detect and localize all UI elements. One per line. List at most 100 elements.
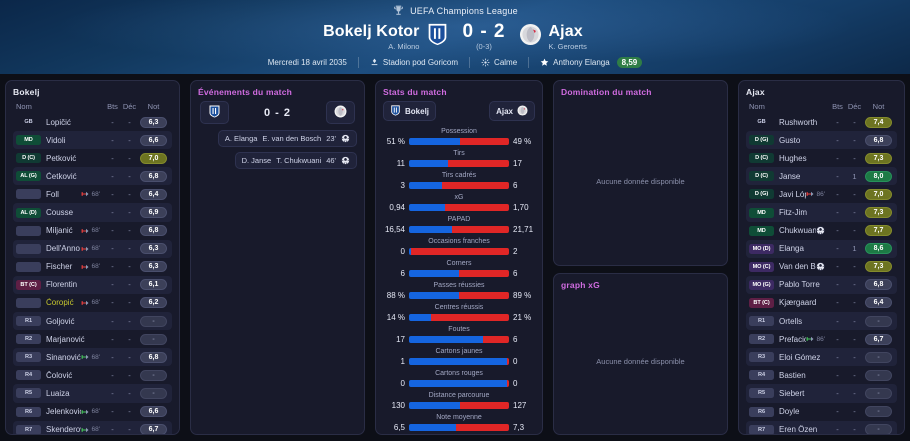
meta-divider	[357, 57, 359, 68]
sub-minute: 68'	[91, 227, 100, 235]
stat-label: Corners	[446, 260, 472, 267]
player-rating-cell: 6,2	[138, 297, 169, 309]
player-position-badge: R2	[749, 334, 774, 345]
stat-bars	[409, 182, 509, 189]
stats-home-label: Bokelj	[405, 106, 430, 116]
player-row[interactable]: Dell'Anno 68' - -6,3	[13, 239, 172, 258]
player-rating-badge: 6,7	[140, 424, 167, 434]
player-row[interactable]: Fischer 68' - -6,3	[13, 258, 172, 276]
player-position-badge: R5	[16, 388, 41, 399]
player-rating-cell: 8,0	[863, 170, 894, 182]
player-row[interactable]: Ćoropić 68' - -6,2	[13, 294, 172, 312]
player-name: Eloi Gómez	[779, 352, 821, 362]
player-row[interactable]: D (C) Janse - 1 8,0	[746, 167, 897, 186]
stat-away-value: 49 %	[513, 137, 532, 146]
player-row[interactable]: R2 Marjanović - - -	[13, 330, 172, 348]
player-assists: -	[853, 153, 856, 163]
player-goals: -	[111, 316, 114, 326]
player-row[interactable]: AL (D) Cousse - -6,9	[13, 203, 172, 222]
player-position-badge: R7	[16, 424, 41, 434]
sub-minute: 68'	[91, 408, 100, 416]
player-row[interactable]: R5 Siebert - - -	[746, 384, 897, 403]
player-row[interactable]: R4 Bastien - - -	[746, 366, 897, 384]
player-goals: -	[111, 388, 114, 398]
player-row[interactable]: R3 Eloi Gómez - - -	[746, 348, 897, 367]
player-name: Janse	[779, 171, 801, 181]
player-row[interactable]: MO (G) Pablo Torre - -6,8	[746, 275, 897, 294]
player-row[interactable]: Foll 68' - -6,4	[13, 185, 172, 203]
player-rating-cell: 8,6	[863, 243, 894, 255]
player-position-badge: D (C)	[749, 171, 774, 182]
player-row[interactable]: R6 Jelenković 68' - -6,6	[13, 403, 172, 421]
player-row[interactable]: D (G)Javi López86'--7,0	[746, 185, 897, 203]
stat-home-bar	[409, 424, 456, 431]
player-row[interactable]: R7Skenderović68'--6,7	[13, 420, 172, 434]
stat-row: Foutes 17 6	[383, 325, 535, 344]
match-stats-column: Stats du match Bokelj Ajax	[370, 74, 548, 441]
player-row[interactable]: D (C) Petković - -7,0	[13, 149, 172, 167]
player-row[interactable]: Miljanić 68' - -6,8	[13, 222, 172, 240]
player-row[interactable]: MO (C)Van den Bosch--7,3	[746, 258, 897, 276]
assist-icon	[816, 226, 825, 235]
player-row[interactable]: GB Lopičić - -6,3	[13, 113, 172, 131]
player-name: Elanga	[779, 244, 804, 254]
events-score: 0 - 2	[263, 106, 291, 119]
player-row[interactable]: R1 Ortells - - -	[746, 312, 897, 331]
player-event-group	[816, 262, 825, 272]
player-row[interactable]: R6 Doyle - - -	[746, 403, 897, 421]
stat-row: Centres réussis 14 % 21 %	[383, 303, 535, 322]
stat-away-value: 21 %	[513, 313, 532, 322]
away-team-block[interactable]: Ajax K. Geroerts	[549, 23, 587, 52]
stat-home-bar	[409, 292, 459, 299]
player-name: Eren Özen	[779, 425, 818, 435]
stat-label: Occasions franches	[428, 238, 490, 245]
stat-row: Occasions franches 0 2	[383, 237, 535, 256]
player-event-group: 68'	[81, 408, 100, 415]
player-rating-badge: -	[865, 351, 892, 363]
home-team-block[interactable]: Bokelj Kotor A. Milono	[323, 23, 419, 52]
stat-home-value: 6,5	[393, 423, 405, 432]
player-assists: -	[853, 280, 856, 290]
stats-home-team[interactable]: Bokelj	[383, 101, 437, 121]
player-row[interactable]: D (C) Hughes - -7,3	[746, 149, 897, 167]
player-row[interactable]: R7 Eren Özen - - -	[746, 420, 897, 435]
player-row[interactable]: BT (C) Kjærgaard - -6,4	[746, 294, 897, 312]
player-rating-cell: 7,0	[863, 188, 894, 200]
stat-bars	[409, 226, 509, 233]
player-row[interactable]: BT (C) Florentin - -6,1	[13, 275, 172, 294]
player-row[interactable]: MD Chukwuani - -7,7	[746, 222, 897, 240]
player-row[interactable]: R5 Luaiza - - -	[13, 384, 172, 403]
player-row[interactable]: GB Rushworth - -7,4	[746, 113, 897, 131]
player-row[interactable]: R2 Prefacio 86' - -6,7	[746, 330, 897, 348]
away-squad-title: Ajax	[746, 87, 765, 97]
stat-bar-row: 88 % 89 %	[383, 291, 535, 300]
player-name: Ćoropić	[46, 298, 74, 308]
stat-home-bar	[409, 248, 411, 255]
player-row[interactable]: MO (D) Elanga - 1 8,6	[746, 239, 897, 258]
player-row[interactable]: R3 Sinanović 68' - -6,8	[13, 348, 172, 367]
stat-home-value: 130	[391, 401, 405, 410]
match-event-chip[interactable]: D. Janse T. Chukwuani 46'	[234, 152, 357, 169]
player-row[interactable]: R4 Čolović - - -	[13, 366, 172, 384]
events-home-crest-chip	[200, 101, 229, 124]
player-row[interactable]: D (G) Gusto - -6,8	[746, 131, 897, 150]
stat-bars	[409, 248, 509, 255]
player-position-badge: MO (D)	[749, 243, 774, 254]
player-row[interactable]: R1 Goljović - - -	[13, 312, 172, 331]
player-position-badge: MD	[749, 225, 774, 236]
player-row[interactable]: MD Vidoli - -6,6	[13, 131, 172, 150]
player-row[interactable]: MD Fitz-Jim - -7,3	[746, 203, 897, 222]
stat-bars	[409, 402, 509, 409]
man-of-the-match-item[interactable]: Anthony Elanga 8,59	[529, 57, 653, 68]
match-event-chip[interactable]: A. Elanga E. van den Bosch 23'	[217, 130, 357, 147]
player-rating-cell: 6,8	[138, 225, 169, 237]
xg-title: graph xG	[561, 280, 600, 290]
player-event-group: 68'	[81, 191, 100, 198]
player-row[interactable]: AL (G) Ćetković - -6,8	[13, 167, 172, 186]
player-name: Kjærgaard	[779, 298, 817, 308]
competition-row: UEFA Champions League	[0, 4, 910, 17]
player-rating-badge: 6,9	[140, 207, 167, 219]
stats-away-team[interactable]: Ajax	[489, 101, 535, 121]
player-assists: -	[128, 208, 131, 218]
